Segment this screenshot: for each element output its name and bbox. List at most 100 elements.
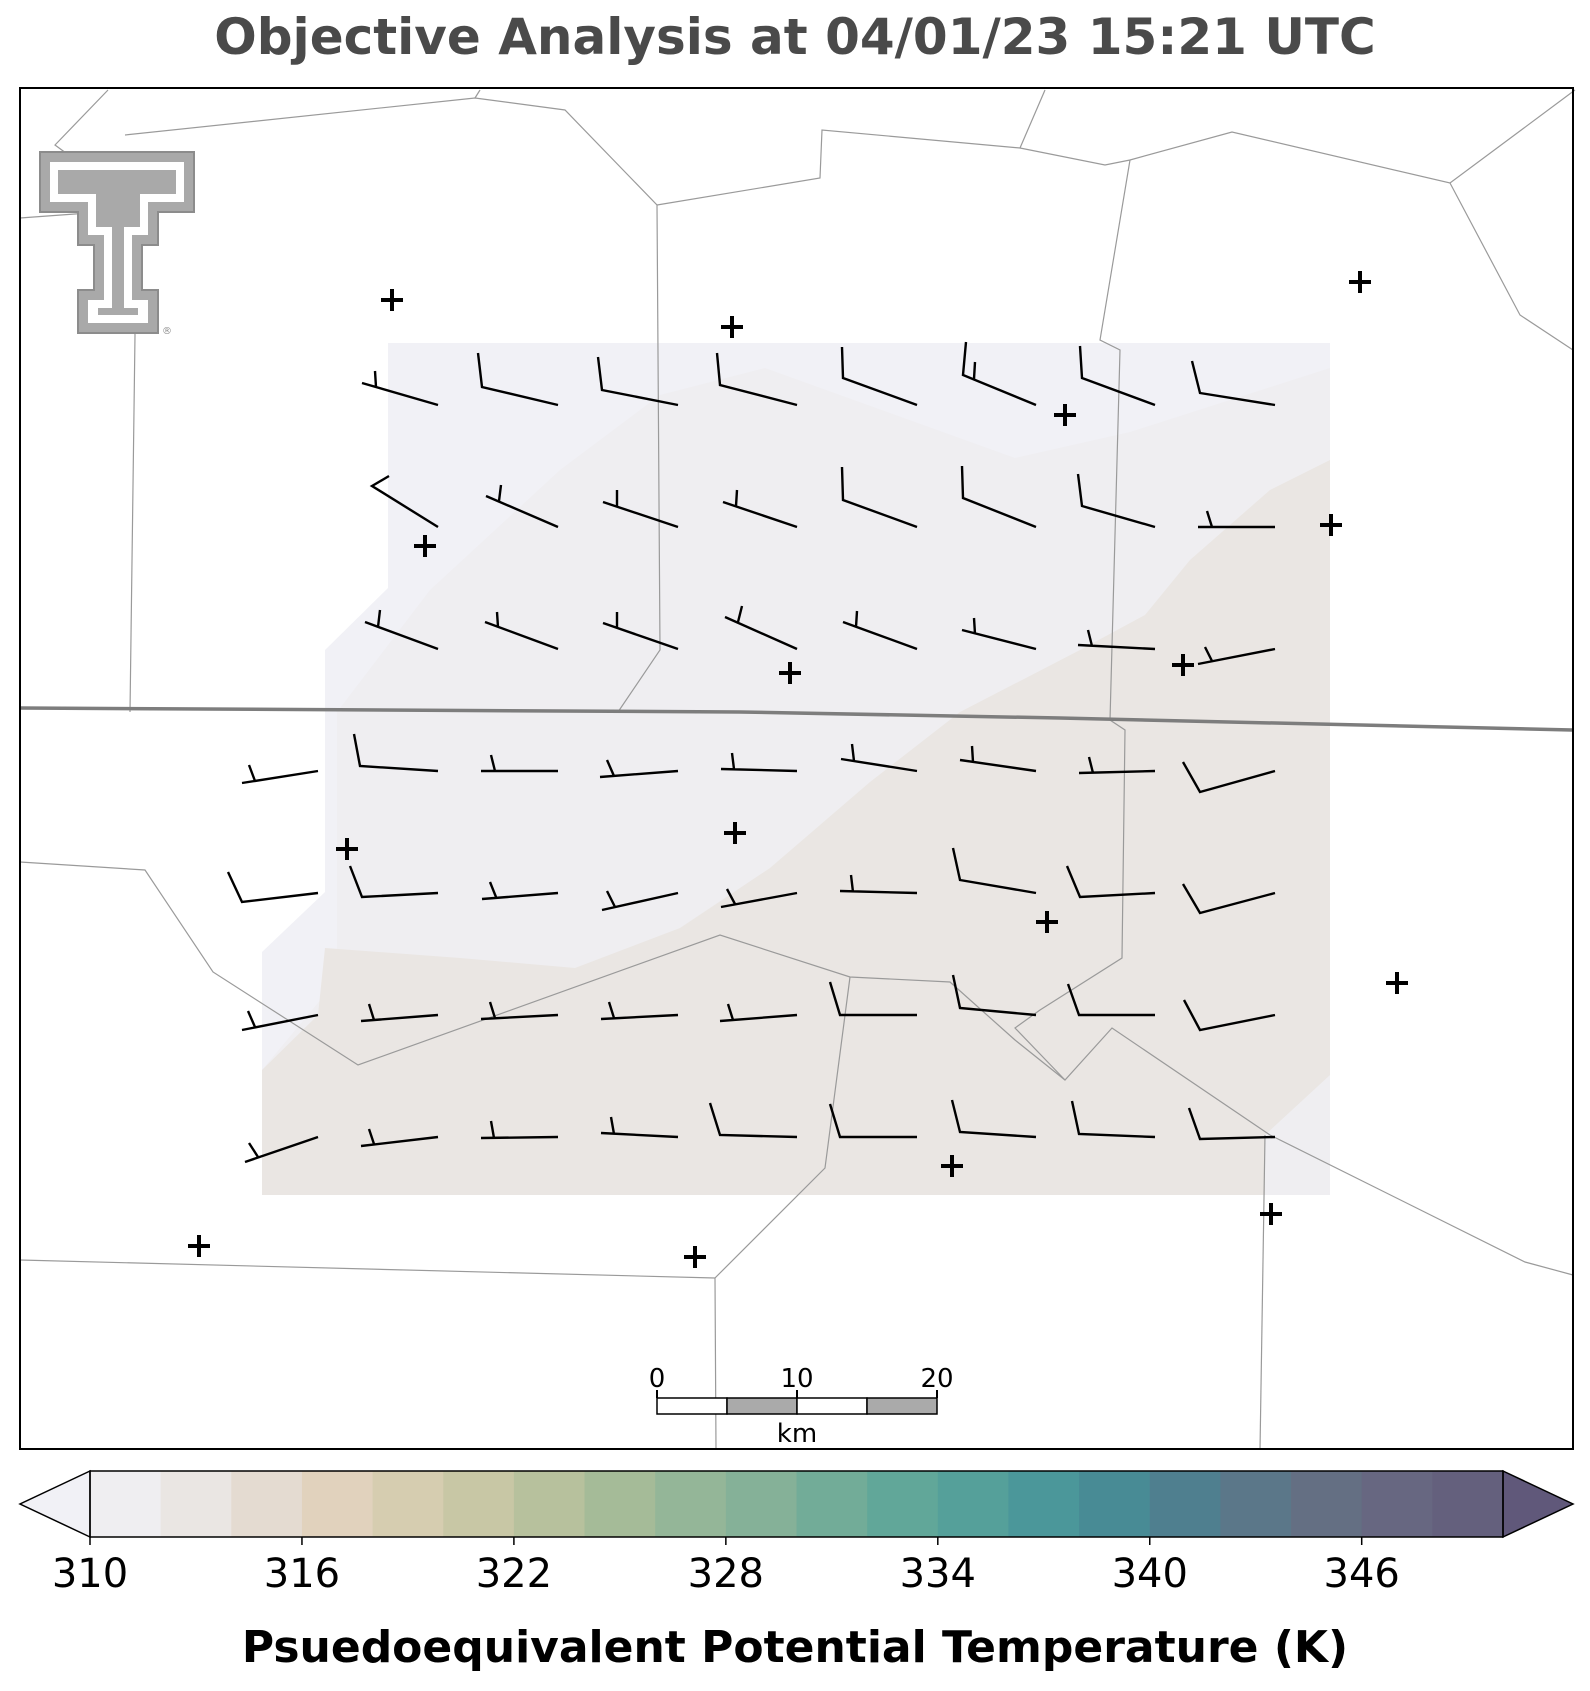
county-boundaries — [19, 89, 1576, 1451]
wind-barb — [1065, 865, 1156, 899]
wind-barb — [1078, 756, 1156, 775]
wind-barb — [369, 474, 439, 529]
colorbar-tick-label: 328 — [688, 1551, 764, 1597]
wind-barb — [226, 871, 319, 904]
wind-barb — [959, 745, 1037, 773]
wind-barb — [360, 1128, 439, 1148]
wind-barb — [352, 733, 439, 773]
colorbar-bin — [160, 1471, 232, 1537]
scale-bar-segment — [796, 1397, 868, 1415]
wind-barb — [722, 489, 798, 529]
wind-barb — [1197, 646, 1276, 666]
wind-barb — [600, 1001, 679, 1021]
station-marker — [1349, 271, 1371, 293]
wind-barb — [951, 974, 1037, 1017]
wind-barb — [1190, 360, 1276, 407]
wind-barb — [840, 466, 918, 529]
wind-barb — [602, 490, 679, 529]
colorbar-bins — [90, 1471, 1504, 1537]
colorbar-bin — [1432, 1471, 1504, 1537]
colorbar-bin — [443, 1471, 515, 1537]
station-marker — [414, 535, 436, 557]
colorbar-bin — [301, 1471, 374, 1537]
station-marker — [381, 289, 403, 311]
wind-barb — [476, 352, 559, 407]
wind-barb — [720, 888, 798, 909]
colorbar-ticks: 310 316 322 328 334 340 346 — [52, 1537, 1400, 1597]
wind-barb — [839, 874, 918, 895]
theta-e-lower-region — [262, 460, 1330, 1195]
wind-barb — [842, 610, 918, 651]
station-marker — [1260, 1203, 1282, 1225]
colorbar-under-arrow — [18, 1469, 91, 1539]
colorbar-tick-label: 340 — [1112, 1551, 1188, 1597]
wind-barb — [1182, 999, 1276, 1032]
station-marker — [779, 662, 801, 684]
station-marker — [1172, 654, 1194, 676]
wind-barb — [960, 465, 1037, 529]
colorbar-tick-label: 310 — [52, 1551, 128, 1597]
wind-barb — [840, 743, 918, 773]
station-marker — [1320, 514, 1342, 536]
colorbar-bin — [90, 1471, 162, 1537]
wind-barb — [244, 1135, 319, 1164]
wind-barb — [1070, 1100, 1156, 1139]
scale-bar: 0 10 20 km — [649, 1364, 954, 1449]
scale-label-10: 10 — [780, 1364, 813, 1394]
colorbar-bin — [867, 1471, 939, 1537]
wind-barb — [361, 370, 439, 407]
scale-bar-segment — [726, 1397, 798, 1415]
wind-barb — [961, 617, 1037, 651]
wind-barbs — [226, 341, 1276, 1164]
wind-barb — [480, 1120, 559, 1140]
wind-barb — [828, 981, 917, 1017]
page-title: Objective Analysis at 04/01/23 15:21 UTC — [214, 8, 1376, 66]
scale-bar-segment — [656, 1397, 728, 1415]
station-marker — [1054, 404, 1076, 426]
colorbar-bin — [231, 1471, 303, 1537]
station-marker — [721, 316, 743, 338]
wind-barb — [360, 1003, 439, 1023]
wind-barb — [485, 484, 559, 529]
colorbar-tick-label: 334 — [900, 1551, 976, 1597]
scale-label-20: 20 — [920, 1364, 953, 1394]
scale-unit-label: km — [777, 1419, 817, 1449]
wind-barb — [601, 890, 679, 912]
wind-barb — [602, 612, 679, 651]
colorbar-bin — [1079, 1471, 1151, 1537]
wind-barb — [481, 754, 558, 773]
wind-barb — [1077, 629, 1156, 651]
state-boundary — [19, 706, 1573, 732]
station-marker — [1036, 911, 1058, 933]
wind-barb — [708, 1102, 798, 1139]
map-panel: ® 0 10 20 km — [19, 87, 1576, 1451]
colorbar-bin — [1149, 1471, 1221, 1537]
colorbar-bin — [937, 1471, 1009, 1537]
colorbar-bin — [1008, 1471, 1080, 1537]
colorbar-bin — [584, 1471, 656, 1537]
wind-barb — [720, 752, 798, 773]
map-frame — [19, 87, 1574, 1450]
wind-barb — [481, 881, 559, 901]
station-markers — [188, 271, 1408, 1268]
wind-barb — [715, 352, 798, 407]
wind-barb — [364, 609, 439, 651]
texas-tech-logo: ® — [39, 151, 195, 337]
wind-barb — [1078, 345, 1156, 407]
colorbar-bin — [513, 1471, 586, 1537]
wind-barb — [828, 1103, 917, 1139]
station-marker — [941, 1155, 963, 1177]
colorbar-bin — [796, 1471, 868, 1537]
colorbar-tick-label: 322 — [476, 1551, 552, 1597]
wind-barb — [950, 1099, 1037, 1139]
station-marker — [684, 1246, 706, 1268]
colorbar-tick-label: 346 — [1324, 1551, 1400, 1597]
wind-barb — [599, 759, 679, 779]
theta-e-field — [262, 343, 1330, 1195]
scale-label-0: 0 — [649, 1364, 666, 1394]
station-marker — [336, 838, 358, 860]
colorbar-bin — [372, 1471, 444, 1537]
wind-barb — [840, 346, 918, 407]
wind-barb — [596, 356, 679, 407]
colorbar-bin — [1361, 1471, 1433, 1537]
